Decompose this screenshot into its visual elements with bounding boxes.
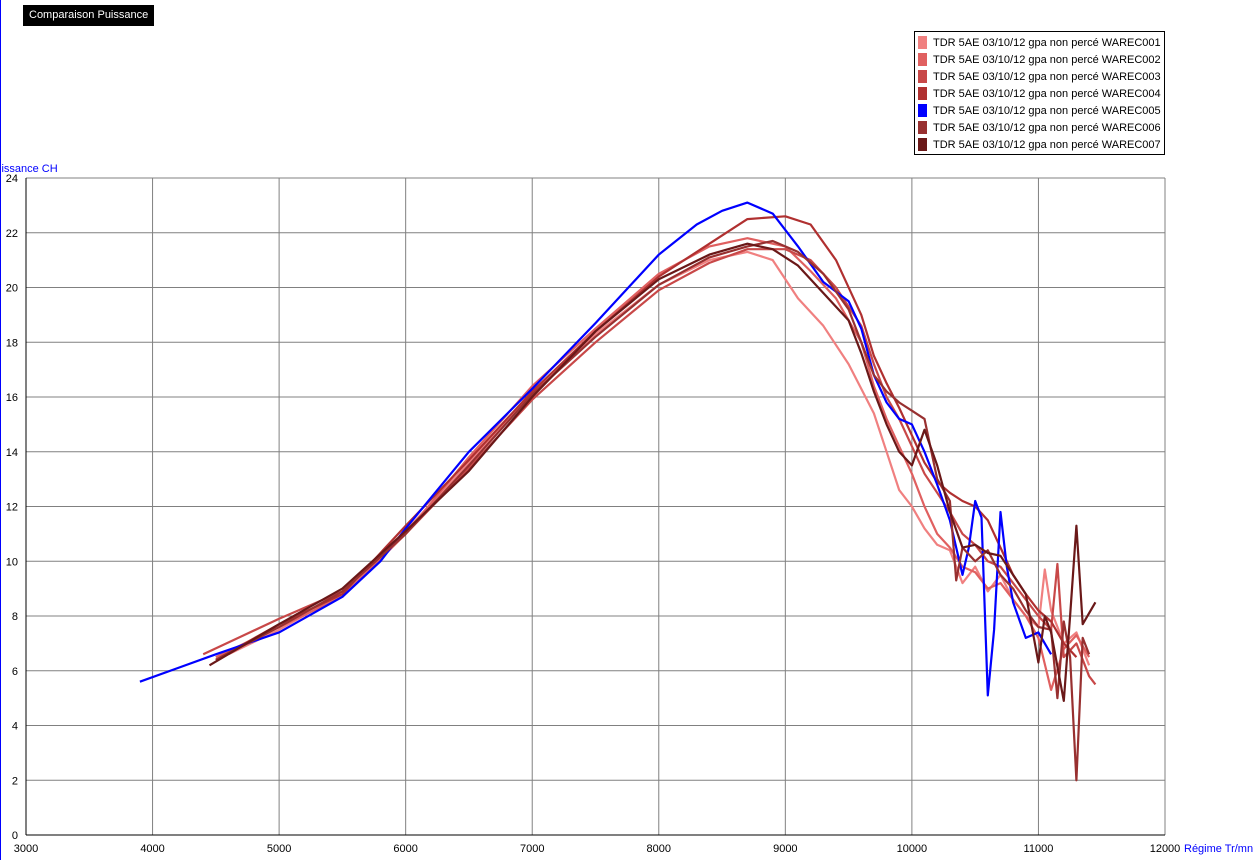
y-tick-label: 20	[6, 283, 18, 295]
y-tick-label: 12	[6, 502, 18, 514]
legend-label: TDR 5AE 03/10/12 gpa non percé WAREC005	[933, 104, 1161, 117]
legend-label: TDR 5AE 03/10/12 gpa non percé WAREC006	[933, 121, 1161, 134]
legend-item: TDR 5AE 03/10/12 gpa non percé WAREC004	[918, 85, 1164, 102]
legend-item: TDR 5AE 03/10/12 gpa non percé WAREC005	[918, 102, 1164, 119]
x-axis-label: Régime Tr/mn	[1184, 843, 1253, 855]
legend-label: TDR 5AE 03/10/12 gpa non percé WAREC001	[933, 36, 1161, 49]
x-tick-label: 11000	[1024, 843, 1054, 855]
y-tick-label: 18	[6, 337, 18, 349]
y-tick-label: 4	[12, 721, 18, 733]
series-line-2	[215, 237, 1091, 692]
legend-label: TDR 5AE 03/10/12 gpa non percé WAREC004	[933, 87, 1161, 100]
legend-swatch	[918, 121, 927, 134]
series-line-5	[139, 201, 1053, 697]
x-tick-label: 4000	[140, 843, 164, 855]
y-tick-label: 10	[6, 556, 18, 568]
y-tick-label: 2	[12, 775, 18, 787]
x-tick-label: 7000	[520, 843, 544, 855]
series-line-7	[208, 242, 1097, 703]
y-axis-label: Puissance CH	[0, 163, 58, 175]
legend-item: TDR 5AE 03/10/12 gpa non percé WAREC001	[918, 34, 1164, 51]
legend-swatch	[918, 70, 927, 83]
series-line-6	[215, 239, 1091, 782]
x-tick-label: 3000	[14, 843, 38, 855]
legend-item: TDR 5AE 03/10/12 gpa non percé WAREC002	[918, 51, 1164, 68]
grid	[25, 177, 1166, 836]
legend-swatch	[918, 104, 927, 117]
legend-item: TDR 5AE 03/10/12 gpa non percé WAREC006	[918, 119, 1164, 136]
x-tick-label: 10000	[897, 843, 928, 855]
x-tick-labels: 3000 4000 5000 6000 7000 8000 9000 10000 11000 12…	[14, 843, 1181, 855]
y-tick-label: 16	[6, 392, 18, 404]
legend-label: TDR 5AE 03/10/12 gpa non percé WAREC007	[933, 138, 1161, 151]
legend-swatch	[918, 53, 927, 66]
y-tick-label: 24	[6, 173, 18, 185]
legend-label: TDR 5AE 03/10/12 gpa non percé WAREC003	[933, 70, 1161, 83]
x-tick-label: 8000	[647, 843, 671, 855]
legend: TDR 5AE 03/10/12 gpa non percé WAREC001 T…	[914, 31, 1165, 155]
y-tick-label: 0	[12, 830, 18, 842]
x-tick-label: 12000	[1150, 843, 1181, 855]
y-tick-label: 8	[12, 611, 18, 623]
legend-item: TDR 5AE 03/10/12 gpa non percé WAREC003	[918, 68, 1164, 85]
y-tick-label: 14	[6, 447, 18, 459]
series-line-3	[202, 248, 1097, 686]
y-tick-label: 22	[6, 228, 18, 240]
legend-label: TDR 5AE 03/10/12 gpa non percé WAREC002	[933, 53, 1161, 66]
legend-swatch	[918, 87, 927, 100]
x-tick-label: 5000	[267, 843, 291, 855]
series-lines	[139, 201, 1097, 782]
x-tick-label: 6000	[393, 843, 417, 855]
legend-swatch	[918, 138, 927, 151]
window-frame-left	[0, 0, 1, 860]
legend-item: TDR 5AE 03/10/12 gpa non percé WAREC007	[918, 136, 1164, 153]
y-tick-label: 6	[12, 666, 18, 678]
x-tick-label: 9000	[773, 843, 797, 855]
legend-swatch	[918, 36, 927, 49]
chart-title: Comparaison Puissance	[23, 5, 155, 26]
